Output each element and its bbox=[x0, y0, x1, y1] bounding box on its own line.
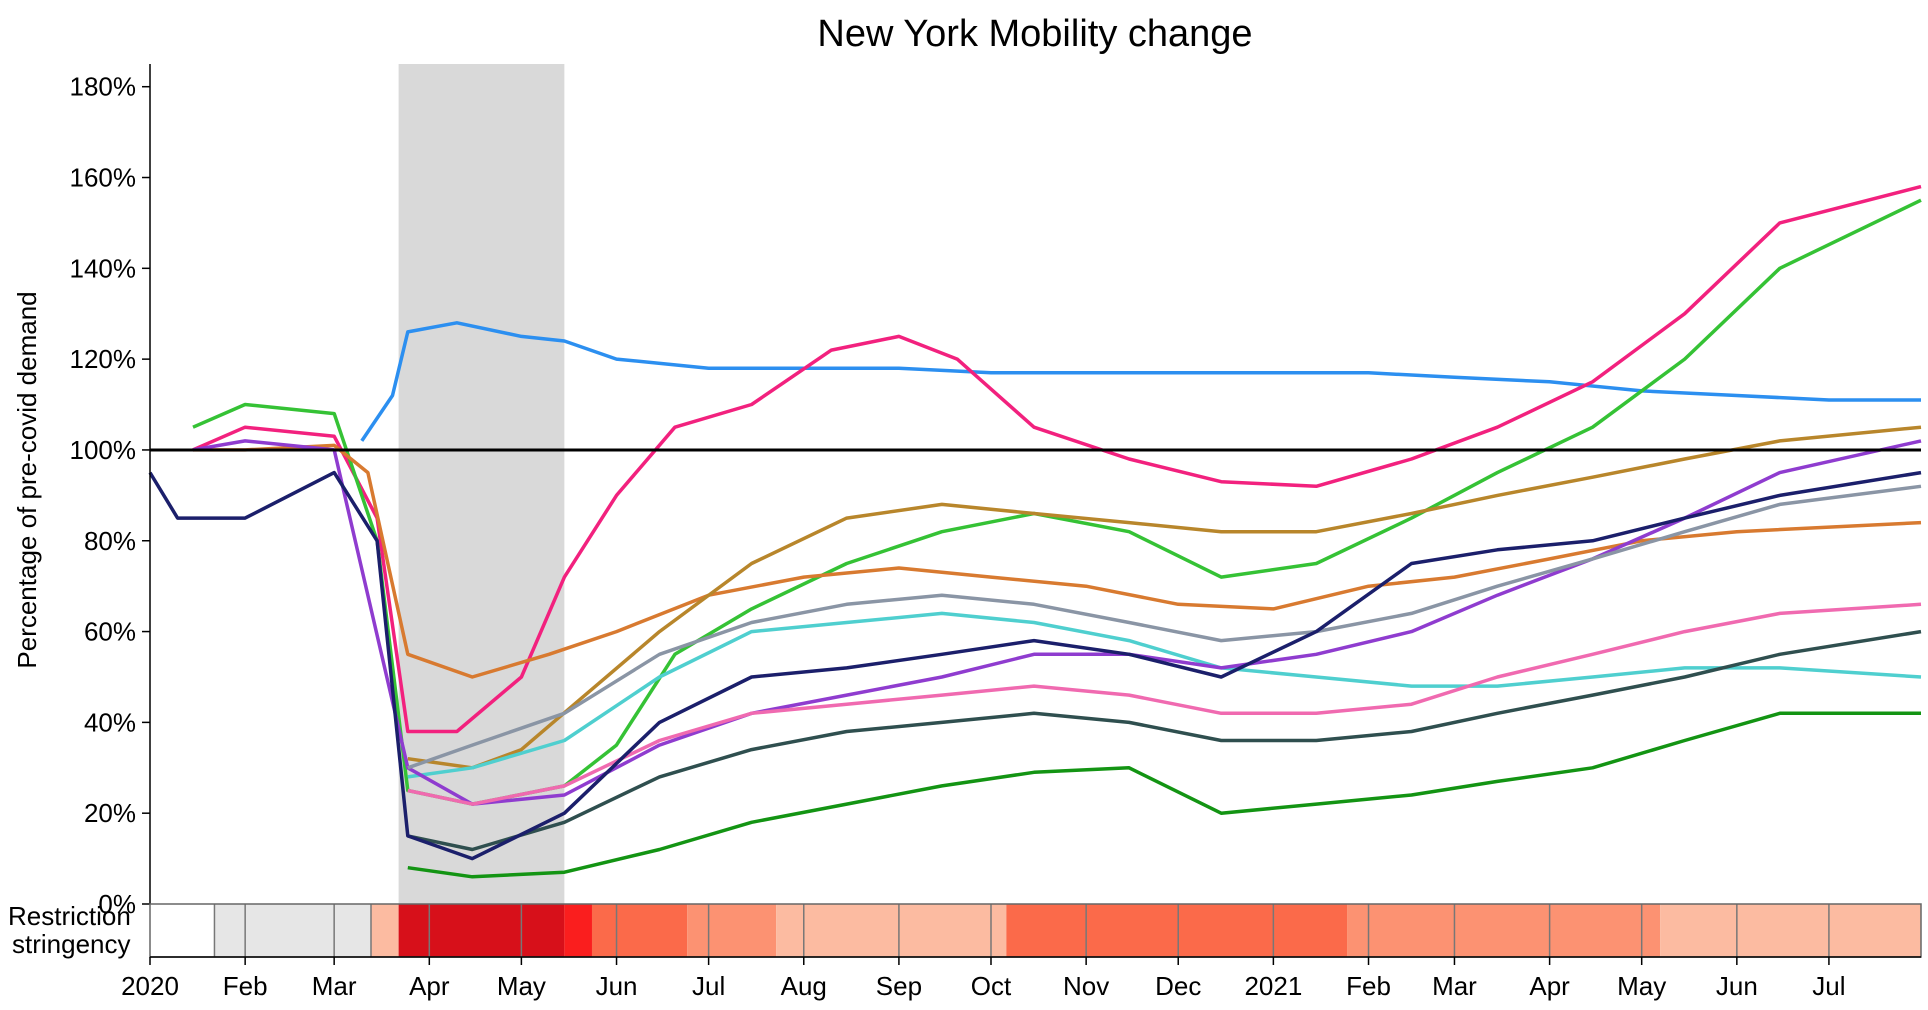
x-tick-label: Feb bbox=[1346, 971, 1391, 1001]
stringency-segment bbox=[1347, 904, 1661, 957]
x-tick-label: Nov bbox=[1063, 971, 1109, 1001]
y-tick-label: 120% bbox=[70, 344, 137, 374]
stringency-segment bbox=[564, 904, 592, 957]
y-tick-label: 140% bbox=[70, 253, 137, 283]
y-tick-label: 40% bbox=[84, 707, 136, 737]
stringency-segment bbox=[398, 904, 565, 957]
series-line-6 bbox=[407, 611, 1922, 779]
x-tick-label: Mar bbox=[1432, 971, 1477, 1001]
x-tick-label: Jul bbox=[1812, 971, 1845, 1001]
series-line-4 bbox=[193, 443, 1922, 679]
series-line-10 bbox=[407, 629, 1922, 852]
stringency-segment bbox=[591, 904, 688, 957]
x-tick-label: Jun bbox=[596, 971, 638, 1001]
series-line-12 bbox=[148, 470, 1922, 861]
series-line-11 bbox=[407, 711, 1921, 879]
series-line-1 bbox=[360, 321, 1921, 442]
plot-area bbox=[148, 64, 1922, 904]
series-line-9 bbox=[407, 484, 1922, 770]
x-tick-label: Apr bbox=[409, 971, 450, 1001]
stringency-segment bbox=[214, 904, 371, 957]
series-line-8 bbox=[407, 602, 1922, 806]
stringency-segment bbox=[1660, 904, 1921, 957]
series-line-2 bbox=[192, 184, 1922, 734]
stringency-segment bbox=[687, 904, 777, 957]
x-tick-label: Jul bbox=[692, 971, 725, 1001]
x-tick-label: Mar bbox=[312, 971, 357, 1001]
y-axis-title: Percentage of pre-covid demand bbox=[12, 291, 42, 668]
x-tick-label: Jun bbox=[1716, 971, 1758, 1001]
x-tick-label: Sep bbox=[876, 971, 922, 1001]
y-axis: 0% 20% 40% 60% 80% 100% 120% 140% 160% 180% bbox=[70, 64, 151, 919]
x-tick-label: 2021 bbox=[1244, 971, 1302, 1001]
x-tick-label: Apr bbox=[1529, 971, 1570, 1001]
x-tick-label: Aug bbox=[781, 971, 827, 1001]
chart-title: New York Mobility change bbox=[817, 13, 1252, 55]
stringency-label-line1: Restriction bbox=[8, 901, 131, 931]
x-tick-label: Feb bbox=[223, 971, 268, 1001]
y-tick-label: 180% bbox=[70, 72, 137, 102]
y-tick-label: 20% bbox=[84, 798, 136, 828]
x-tick-label: May bbox=[1617, 971, 1666, 1001]
stringency-segment bbox=[776, 904, 1007, 957]
x-tick-label: May bbox=[497, 971, 546, 1001]
y-tick-label: 60% bbox=[84, 617, 136, 647]
stringency-label-line2: stringency bbox=[12, 929, 131, 959]
stringency-segment bbox=[1006, 904, 1348, 957]
stringency-segment bbox=[370, 904, 399, 957]
stringency-segment bbox=[150, 904, 215, 957]
y-tick-label: 80% bbox=[84, 526, 136, 556]
x-axis: 2020 Feb Mar Apr May Jun Jul Aug Sep Oct Nov Dec 202… bbox=[121, 956, 1921, 1001]
x-tick-label: Oct bbox=[971, 971, 1012, 1001]
x-tick-label: Dec bbox=[1155, 971, 1201, 1001]
stringency-strip bbox=[149, 903, 1922, 958]
y-tick-label: 0% bbox=[98, 889, 136, 919]
y-tick-label: 160% bbox=[70, 163, 137, 193]
y-tick-label: 100% bbox=[70, 435, 137, 465]
x-tick-label: 2020 bbox=[121, 971, 179, 1001]
